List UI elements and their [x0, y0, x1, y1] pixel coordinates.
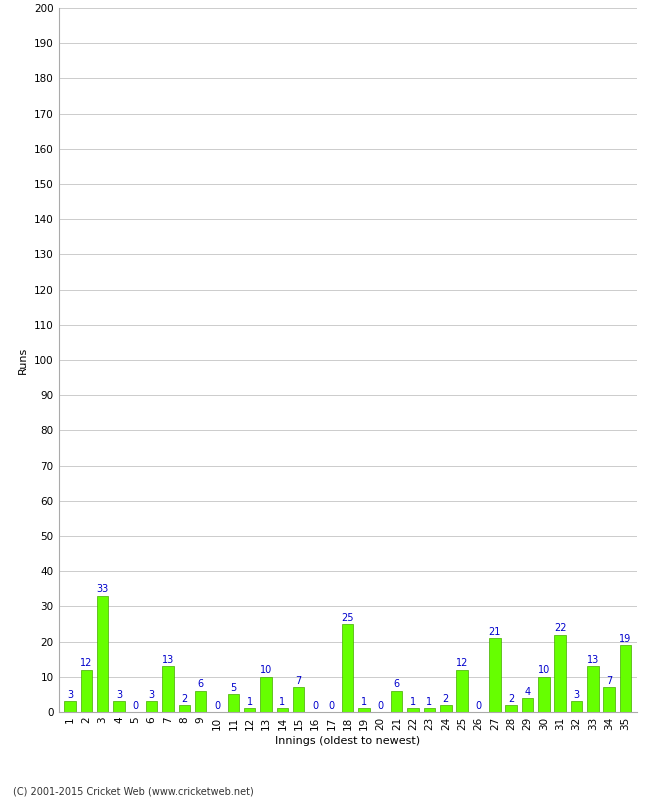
Text: 12: 12 [80, 658, 92, 668]
Text: 6: 6 [198, 679, 203, 690]
Y-axis label: Runs: Runs [18, 346, 29, 374]
Bar [293, 687, 304, 712]
Bar [603, 687, 615, 712]
Text: 3: 3 [149, 690, 155, 700]
Text: 1: 1 [280, 697, 285, 707]
Text: 1: 1 [410, 697, 416, 707]
Text: 5: 5 [230, 683, 237, 693]
Text: 3: 3 [116, 690, 122, 700]
Bar [489, 638, 500, 712]
Text: 0: 0 [312, 701, 318, 710]
Bar [244, 709, 255, 712]
Text: 0: 0 [132, 701, 138, 710]
Bar [81, 670, 92, 712]
Text: 0: 0 [378, 701, 384, 710]
Text: 19: 19 [619, 634, 632, 644]
Text: 10: 10 [538, 666, 550, 675]
Bar [506, 705, 517, 712]
Text: 2: 2 [443, 694, 449, 703]
Text: 0: 0 [214, 701, 220, 710]
X-axis label: Innings (oldest to newest): Innings (oldest to newest) [275, 736, 421, 746]
Text: 13: 13 [587, 655, 599, 665]
Text: 25: 25 [341, 613, 354, 622]
Bar [227, 694, 239, 712]
Bar [391, 691, 402, 712]
Text: 4: 4 [525, 686, 530, 697]
Text: 22: 22 [554, 623, 566, 633]
Text: 6: 6 [394, 679, 400, 690]
Text: 7: 7 [296, 676, 302, 686]
Bar [195, 691, 207, 712]
Text: 1: 1 [361, 697, 367, 707]
Text: 13: 13 [162, 655, 174, 665]
Bar [571, 702, 582, 712]
Text: 12: 12 [456, 658, 469, 668]
Text: (C) 2001-2015 Cricket Web (www.cricketweb.net): (C) 2001-2015 Cricket Web (www.cricketwe… [13, 786, 254, 796]
Text: 2: 2 [508, 694, 514, 703]
Bar [162, 666, 174, 712]
Bar [342, 624, 354, 712]
Text: 1: 1 [426, 697, 432, 707]
Bar [424, 709, 436, 712]
Bar [64, 702, 75, 712]
Bar [260, 677, 272, 712]
Bar [440, 705, 452, 712]
Text: 33: 33 [96, 585, 109, 594]
Bar [620, 645, 631, 712]
Text: 2: 2 [181, 694, 187, 703]
Bar [146, 702, 157, 712]
Bar [97, 596, 109, 712]
Bar [554, 634, 566, 712]
Bar [179, 705, 190, 712]
Text: 0: 0 [475, 701, 482, 710]
Bar [587, 666, 599, 712]
Bar [538, 677, 549, 712]
Bar [358, 709, 370, 712]
Text: 10: 10 [260, 666, 272, 675]
Bar [456, 670, 468, 712]
Text: 0: 0 [328, 701, 335, 710]
Text: 3: 3 [573, 690, 580, 700]
Text: 7: 7 [606, 676, 612, 686]
Bar [522, 698, 533, 712]
Bar [277, 709, 288, 712]
Text: 3: 3 [67, 690, 73, 700]
Bar [408, 709, 419, 712]
Bar [113, 702, 125, 712]
Text: 1: 1 [246, 697, 253, 707]
Text: 21: 21 [489, 626, 501, 637]
